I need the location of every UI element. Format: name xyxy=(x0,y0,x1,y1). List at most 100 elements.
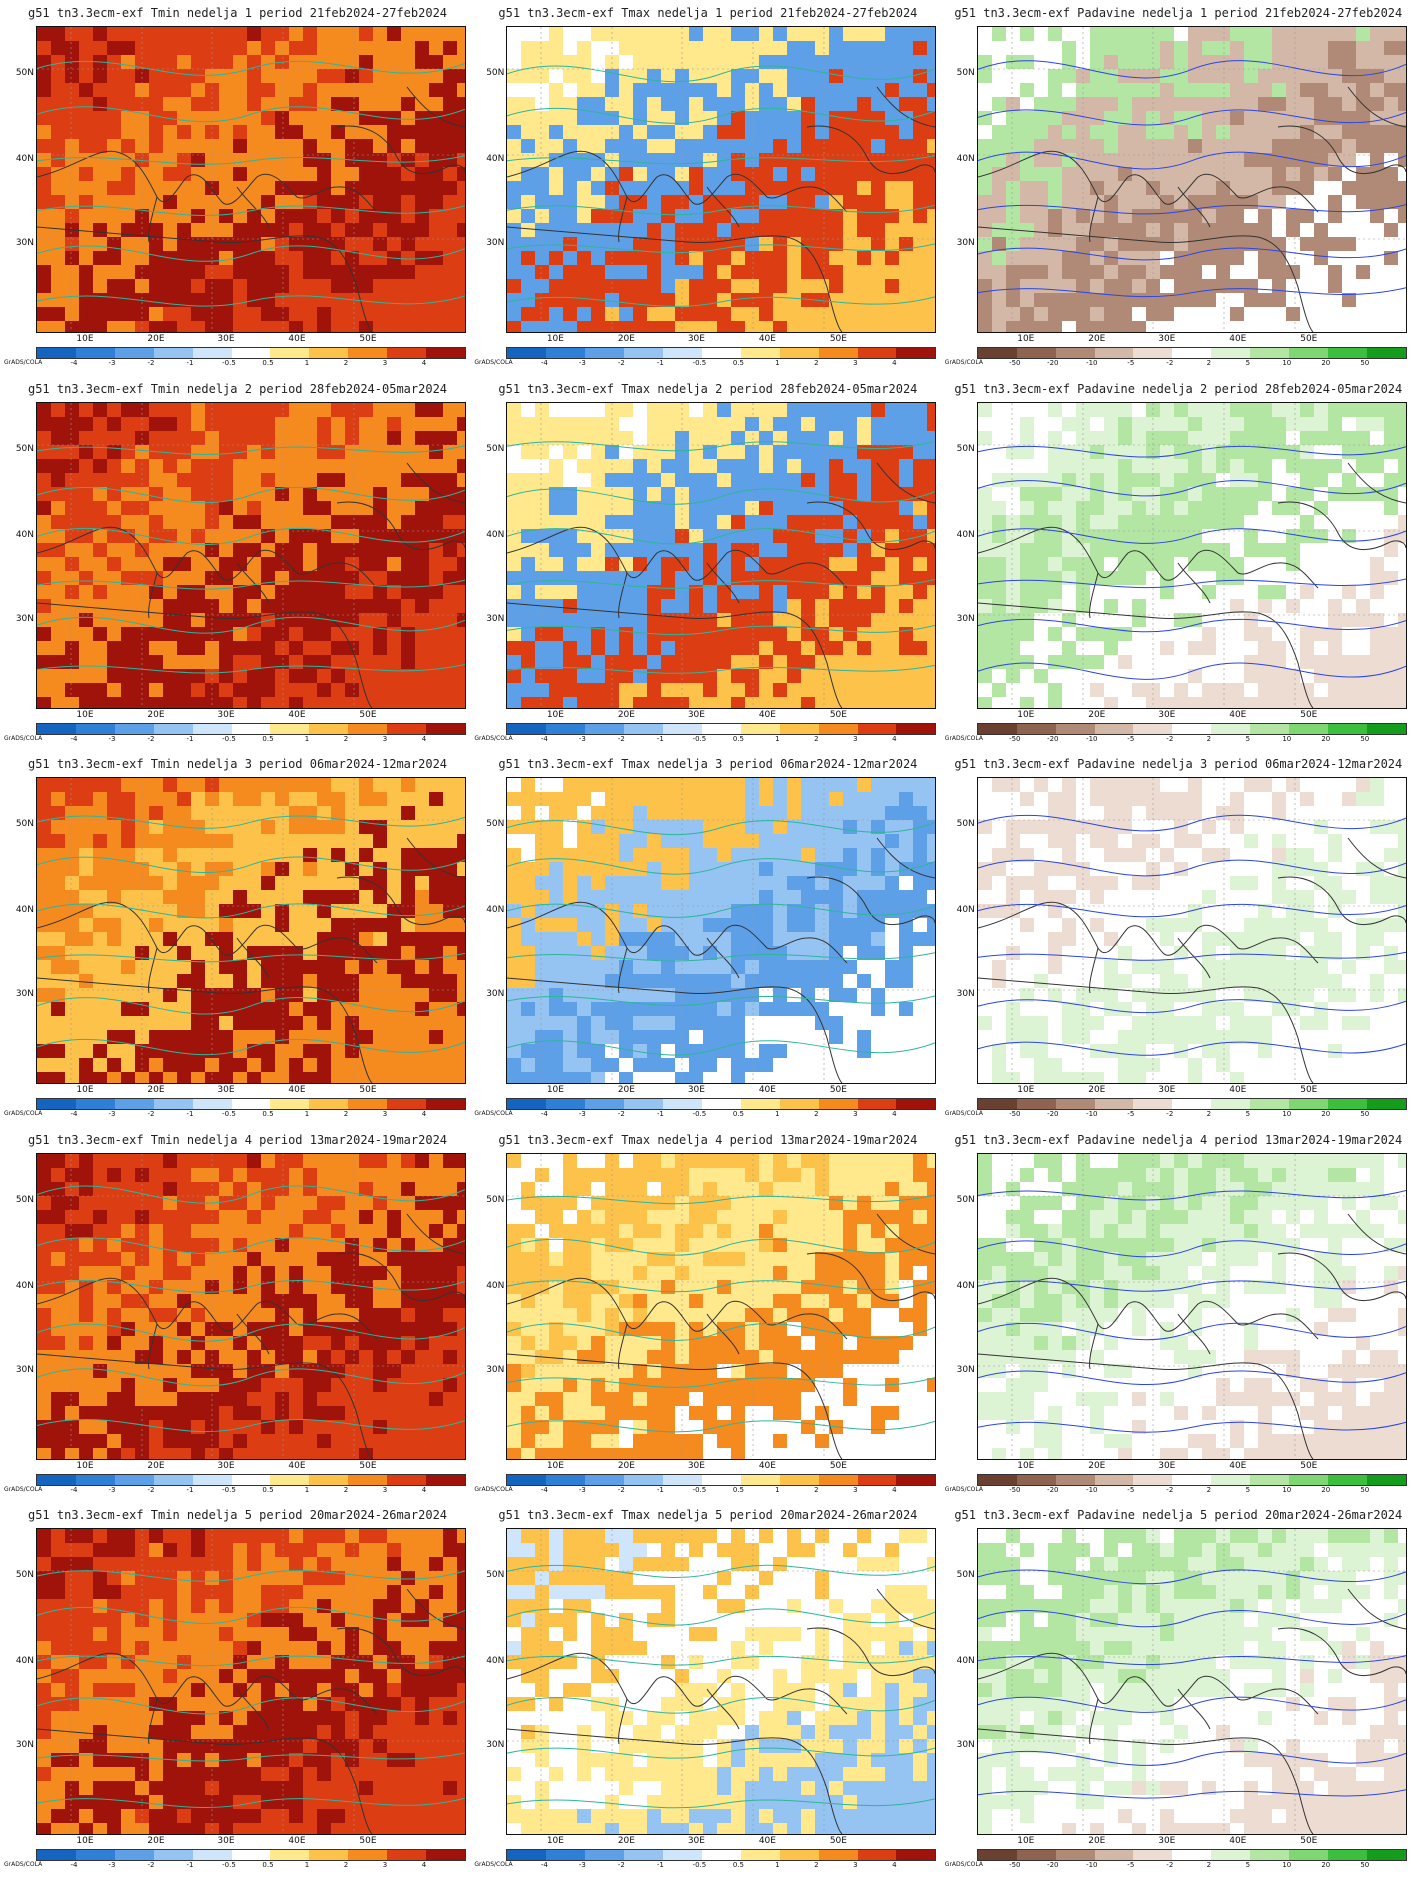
anomaly-cell xyxy=(345,1016,359,1031)
anomaly-cell xyxy=(1257,125,1272,139)
anomaly-cell xyxy=(703,946,718,961)
colorbar-label: -0.5 xyxy=(692,1110,707,1119)
anomaly-cell xyxy=(1299,528,1314,543)
anomaly-cell xyxy=(1159,416,1174,431)
anomaly-cell xyxy=(163,834,177,849)
anomaly-cell xyxy=(163,181,177,195)
anomaly-cell xyxy=(507,472,522,487)
anomaly-cell xyxy=(93,542,107,557)
anomaly-cell xyxy=(163,960,177,975)
longitude-label: 30E xyxy=(217,1085,235,1096)
anomaly-cell xyxy=(1103,486,1118,501)
anomaly-cell xyxy=(303,167,317,181)
map-panel-tmin-week-1: g51 tn3.3ecm-exf Tmin nedelja 1 period 2… xyxy=(2,2,473,381)
anomaly-cell xyxy=(717,556,732,571)
anomaly-cell xyxy=(121,472,135,487)
anomaly-cell xyxy=(1201,682,1216,697)
anomaly-cell xyxy=(773,640,788,655)
anomaly-cell xyxy=(885,696,900,708)
anomaly-cell xyxy=(219,430,233,445)
anomaly-cell xyxy=(345,1058,359,1073)
anomaly-cell xyxy=(107,209,121,223)
map-panel-prec-week-2: g51 tn3.3ecm-exf Padavine nedelja 2 peri… xyxy=(943,378,1413,757)
anomaly-cell xyxy=(37,862,51,877)
anomaly-cell xyxy=(149,125,163,139)
anomaly-cell xyxy=(829,528,844,543)
anomaly-cell xyxy=(275,1058,289,1073)
anomaly-cell xyxy=(275,1072,289,1084)
anomaly-cell xyxy=(647,1002,662,1017)
anomaly-cell xyxy=(857,111,872,125)
anomaly-cell xyxy=(415,682,429,697)
anomaly-cell xyxy=(429,682,443,697)
anomaly-cell xyxy=(871,514,886,529)
anomaly-cell xyxy=(773,430,788,445)
anomaly-cell xyxy=(149,834,163,849)
anomaly-cell xyxy=(591,876,606,891)
anomaly-cell xyxy=(661,279,676,293)
anomaly-cell xyxy=(577,1058,592,1073)
anomaly-cell xyxy=(885,111,900,125)
anomaly-cell xyxy=(1271,97,1286,111)
anomaly-cell xyxy=(717,307,732,321)
anomaly-cell xyxy=(731,209,746,223)
anomaly-cell xyxy=(149,792,163,807)
anomaly-cell xyxy=(1005,834,1020,849)
anomaly-cell xyxy=(1033,307,1048,321)
anomaly-cell xyxy=(1201,514,1216,529)
anomaly-cell xyxy=(1397,153,1406,167)
anomaly-cell xyxy=(815,97,830,111)
anomaly-cell xyxy=(661,416,676,431)
anomaly-cell xyxy=(1285,778,1300,793)
anomaly-cell xyxy=(65,111,79,125)
anomaly-cell xyxy=(1047,181,1062,195)
anomaly-cell xyxy=(633,27,648,41)
map-frame xyxy=(36,26,466,333)
anomaly-cell xyxy=(107,55,121,69)
anomaly-cell xyxy=(191,321,205,332)
anomaly-cell xyxy=(703,696,718,708)
anomaly-cell xyxy=(415,27,429,41)
longitude-label: 50E xyxy=(359,334,377,344)
anomaly-cell xyxy=(93,1030,107,1045)
anomaly-cell xyxy=(331,696,345,708)
anomaly-cell xyxy=(387,946,401,961)
anomaly-cell xyxy=(521,626,536,641)
anomaly-cell xyxy=(1047,806,1062,821)
anomaly-cell xyxy=(829,834,844,849)
anomaly-cell xyxy=(1061,265,1076,279)
anomaly-cell xyxy=(1229,307,1244,321)
anomaly-cell xyxy=(591,1044,606,1059)
anomaly-cell xyxy=(1355,430,1370,445)
anomaly-cell xyxy=(1369,584,1384,599)
anomaly-cell xyxy=(1355,402,1370,417)
anomaly-cell xyxy=(275,402,289,417)
anomaly-cell xyxy=(303,820,317,835)
anomaly-cell xyxy=(289,69,303,83)
anomaly-cell xyxy=(633,125,648,139)
anomaly-cell xyxy=(787,265,802,279)
anomaly-cell xyxy=(1201,444,1216,459)
colorbar-label: -3 xyxy=(108,359,116,367)
anomaly-cell xyxy=(717,904,732,919)
anomaly-cell xyxy=(991,626,1006,641)
colorbar-swatch xyxy=(270,723,310,734)
anomaly-cell xyxy=(661,83,676,97)
anomaly-cell xyxy=(457,918,465,933)
anomaly-cell xyxy=(1299,237,1314,251)
anomaly-cell xyxy=(1355,83,1370,97)
anomaly-cell xyxy=(591,584,606,599)
anomaly-cell xyxy=(1243,167,1258,181)
latitude-label: 30N xyxy=(486,989,505,1000)
anomaly-cell xyxy=(857,792,872,807)
anomaly-cell xyxy=(359,862,373,877)
anomaly-cell xyxy=(535,570,550,585)
anomaly-cell xyxy=(359,486,373,501)
anomaly-cell xyxy=(289,153,303,167)
anomaly-cell xyxy=(591,834,606,849)
anomaly-cell xyxy=(521,570,536,585)
anomaly-cell xyxy=(1047,542,1062,557)
anomaly-cell xyxy=(703,83,718,97)
anomaly-cell xyxy=(191,472,205,487)
anomaly-cell xyxy=(815,209,830,223)
